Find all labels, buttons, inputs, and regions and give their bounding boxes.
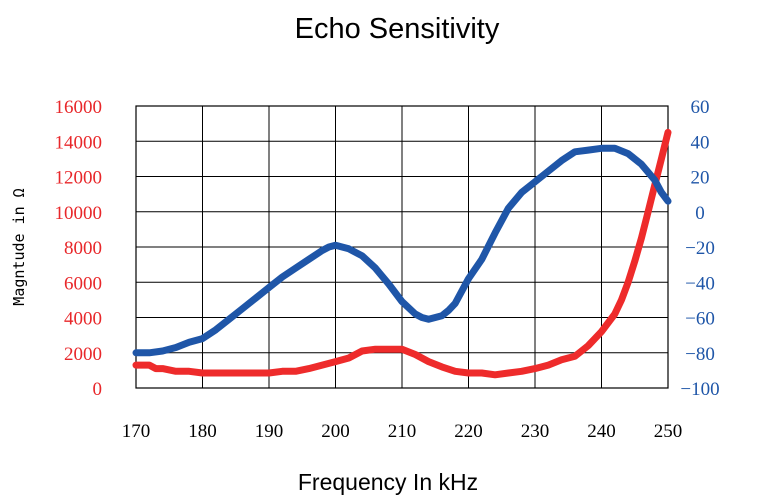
right-axis-tick-label: −40 [685,273,715,294]
x-axis-tick-label: 210 [388,421,417,442]
right-axis-tick-label: −80 [685,344,715,365]
series-layer [132,128,672,379]
left-axis-tick-label: 6000 [64,273,102,294]
x-axis-tick-label: 190 [255,421,284,442]
x-axis-tick-label: 220 [454,421,483,442]
left-axis-tick-label: 14000 [55,132,103,153]
magnitude-series-line [132,128,672,379]
plot-area-frame [135,105,669,389]
x-axis-tick-label: 200 [321,421,350,442]
x-axis-tick-label: 180 [188,421,217,442]
right-axis-tick-label: −100 [680,379,719,400]
y-axis-label: Magntude in Ω [10,188,28,305]
right-axis-tick-label: 0 [695,203,705,224]
right-axis-tick-label: −60 [685,309,715,330]
left-axis-tick-label: 0 [93,379,103,400]
left-axis-tick-label: 4000 [64,309,102,330]
x-axis-tick-label: 170 [122,421,151,442]
x-axis-tick-label: 240 [587,421,616,442]
chart-title: Echo Sensitivity [295,13,500,45]
left-axis-ticks: 0 2000 4000 6000 8000 10000 12000 14000 16000 [55,97,103,400]
x-axis-tick-label: 250 [654,421,683,442]
left-axis-tick-label: 12000 [55,168,103,189]
left-axis-tick-label: 16000 [55,97,103,118]
left-axis-tick-label: 2000 [64,344,102,365]
right-axis-ticks: −100 −80 −60 −40 −20 0 20 40 60 [680,97,719,400]
right-axis-tick-label: 20 [691,168,710,189]
left-axis-tick-label: 8000 [64,238,102,259]
phase-series-line [132,144,672,357]
x-axis-tick-label: 230 [521,421,550,442]
left-axis-tick-label: 10000 [55,203,103,224]
right-axis-tick-label: −20 [685,238,715,259]
x-axis-ticks: 170 180 190 200 210 220 230 240 250 [122,421,683,442]
right-axis-tick-label: 40 [691,132,710,153]
x-axis-label: Frequency In kHz [298,469,478,495]
right-axis-tick-label: 60 [691,97,710,118]
